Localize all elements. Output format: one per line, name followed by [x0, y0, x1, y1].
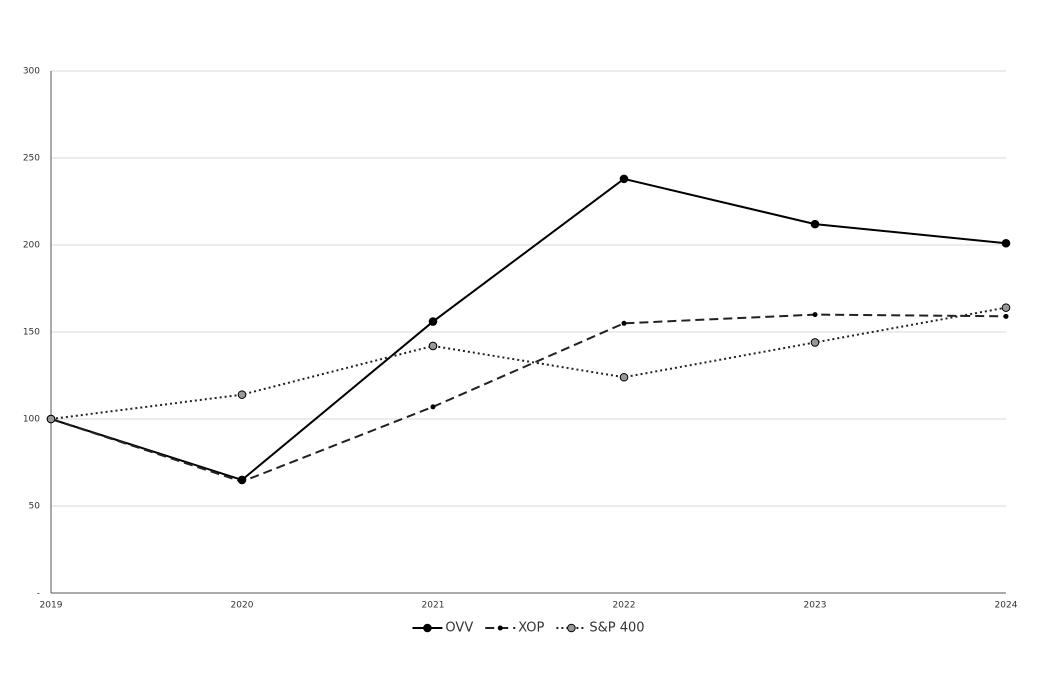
- y-tick-label: 50: [29, 502, 41, 512]
- legend-item: S&P 400: [556, 621, 645, 636]
- marker: [1003, 313, 1009, 319]
- marker: [430, 404, 436, 410]
- x-tick-label: 2023: [804, 601, 827, 611]
- x-tick-label: 2019: [40, 601, 63, 611]
- marker: [619, 372, 629, 382]
- marker: [1001, 303, 1011, 312]
- y-tick-label: 100: [23, 415, 40, 425]
- legend-label: S&P 400: [589, 621, 644, 636]
- y-tick-label: 150: [23, 328, 40, 338]
- marker: [428, 317, 438, 326]
- y-tick-label: 200: [23, 241, 40, 251]
- marker: [810, 338, 820, 347]
- legend-item: OVV: [412, 621, 473, 636]
- marker: [619, 174, 629, 184]
- series-line: [50, 177, 1007, 482]
- marker: [812, 312, 818, 318]
- x-tick-label: 2021: [422, 601, 445, 611]
- marker: [239, 479, 245, 485]
- marker: [428, 341, 438, 351]
- legend-label: XOP: [518, 621, 544, 636]
- marker: [567, 623, 576, 633]
- marker: [423, 623, 432, 633]
- y-tick-label: 300: [23, 67, 40, 77]
- legend-item: XOP: [485, 621, 545, 636]
- x-tick-label: 2024: [995, 601, 1018, 611]
- y-tick-label: -: [37, 589, 40, 599]
- marker: [46, 414, 56, 424]
- legend-label: OVV: [445, 621, 473, 636]
- marker: [237, 390, 247, 399]
- x-tick-label: 2020: [231, 601, 254, 611]
- marker: [497, 625, 503, 631]
- series-line: [50, 313, 1007, 483]
- y-tick-label: 250: [23, 154, 40, 164]
- marker: [1001, 238, 1011, 248]
- x-tick-label: 2022: [613, 601, 636, 611]
- marker: [621, 320, 627, 326]
- series-line: [50, 306, 1007, 420]
- marker: [810, 219, 820, 229]
- legend: OVV XOP S&P 400: [412, 621, 645, 636]
